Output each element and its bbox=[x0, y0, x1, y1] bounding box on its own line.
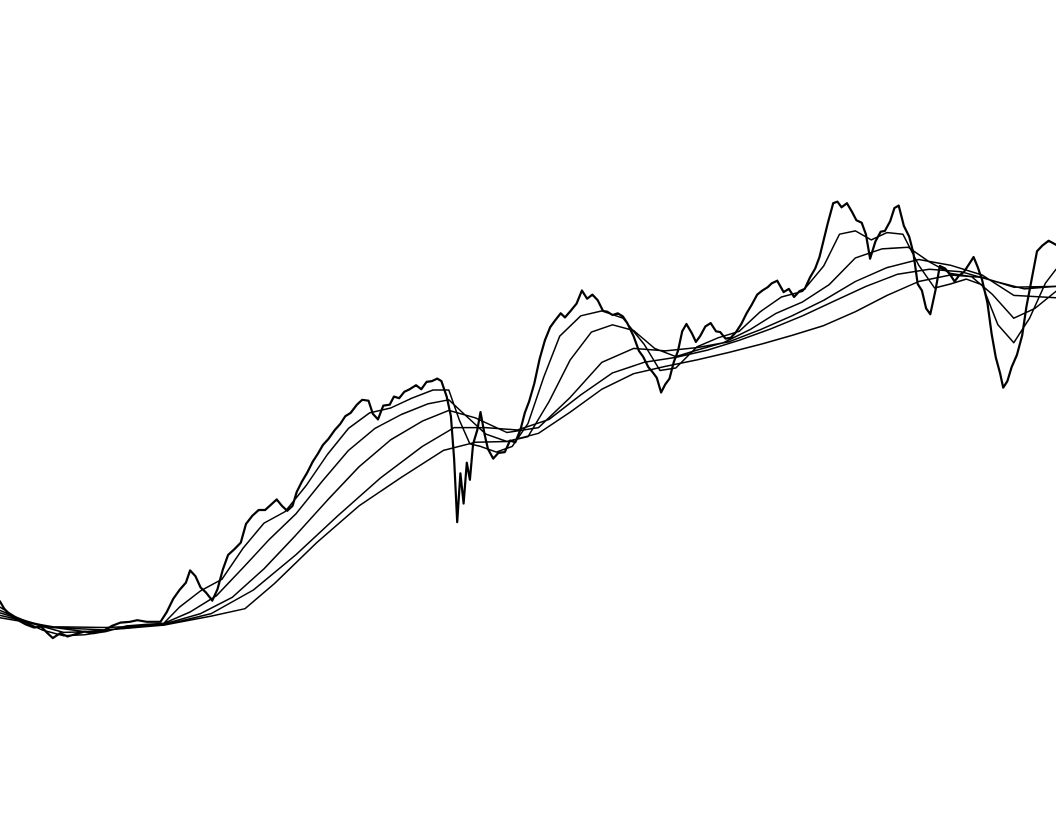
series-line-ma3 bbox=[0, 258, 1056, 633]
series-group bbox=[0, 200, 1056, 640]
series-line-ma1 bbox=[0, 230, 1056, 637]
series-line-price bbox=[0, 200, 1056, 640]
series-line-ma5 bbox=[0, 274, 1056, 629]
series-line-ma4 bbox=[0, 268, 1056, 631]
series-line-ma2 bbox=[0, 246, 1056, 634]
